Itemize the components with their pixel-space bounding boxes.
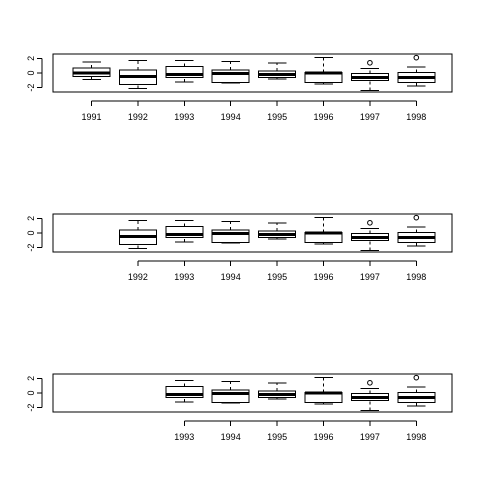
box-1996 [304, 57, 343, 85]
y-tick-label: 0 [26, 390, 36, 395]
x-tick-label: 1991 [81, 112, 101, 122]
outlier-point [367, 59, 373, 66]
x-tick-label: 1995 [267, 272, 287, 282]
x-tick-label: 1995 [267, 432, 287, 442]
outlier-point [413, 54, 420, 61]
outlier-point [413, 374, 420, 381]
box-1996 [304, 217, 343, 245]
x-tick-label: 1996 [313, 112, 333, 122]
plot-frame [52, 373, 453, 413]
box-1995 [258, 382, 297, 400]
boxplot-panel-3: -2 0 2 1993 1994 1995 1996 1997 1998 [26, 373, 453, 442]
boxplot-panel-1: -2 0 2 1991 1992 1993 1994 1995 1996 1997 1998 [26, 53, 453, 122]
y-tick-label: 2 [26, 56, 36, 61]
box-1997 [350, 219, 389, 252]
x-tick-label: 1997 [360, 432, 380, 442]
boxplot-panel-2: -2 0 2 1992 1993 1994 1995 1996 1997 1998 [26, 213, 453, 282]
box-1993 [165, 220, 204, 243]
x-tick-label: 1994 [221, 272, 241, 282]
iqr-box [211, 69, 250, 83]
iqr-box [165, 385, 204, 398]
iqr-box [211, 229, 250, 243]
iqr-box [165, 65, 204, 78]
y-tick-label: -2 [26, 84, 36, 92]
box-1991 [72, 61, 111, 81]
x-tick-label: 1993 [174, 272, 194, 282]
y-tick-label: 2 [26, 216, 36, 221]
x-tick-label: 1997 [360, 112, 380, 122]
y-tick-label: 2 [26, 376, 36, 381]
iqr-box [211, 389, 250, 404]
x-tick-label: 1993 [174, 112, 194, 122]
x-tick-label: 1992 [128, 272, 148, 282]
x-tick-label: 1998 [406, 272, 426, 282]
box-1997 [350, 59, 389, 92]
box-1994 [211, 60, 250, 84]
box-1993 [165, 60, 204, 83]
box-1995 [258, 222, 297, 240]
x-tick-label: 1994 [221, 432, 241, 442]
box-1998 [397, 54, 436, 87]
box-1996 [304, 377, 343, 405]
x-tick-label: 1993 [174, 432, 194, 442]
plot-frame [52, 53, 453, 93]
box-1997 [350, 379, 389, 412]
outlier-point [367, 219, 373, 226]
box-1995 [258, 62, 297, 80]
x-tick-label: 1995 [267, 112, 287, 122]
x-tick-label: 1994 [221, 112, 241, 122]
x-tick-label: 1992 [128, 112, 148, 122]
y-tick-label: -2 [26, 244, 36, 252]
box-1993 [165, 380, 204, 403]
y-tick-label: 0 [26, 70, 36, 75]
x-tick-label: 1997 [360, 272, 380, 282]
x-tick-label: 1996 [313, 272, 333, 282]
box-1994 [211, 380, 250, 404]
y-tick-label: 0 [26, 230, 36, 235]
x-tick-label: 1998 [406, 432, 426, 442]
plot-frame [52, 213, 453, 253]
box-1998 [397, 214, 436, 247]
outlier-point [367, 379, 373, 386]
x-tick-label: 1998 [406, 112, 426, 122]
box-1998 [397, 374, 436, 407]
iqr-box [165, 225, 204, 238]
box-1992 [118, 220, 157, 249]
box-1994 [211, 220, 250, 244]
x-tick-label: 1996 [313, 432, 333, 442]
outlier-point [413, 214, 420, 221]
box-1992 [118, 60, 157, 89]
y-tick-label: -2 [26, 404, 36, 412]
